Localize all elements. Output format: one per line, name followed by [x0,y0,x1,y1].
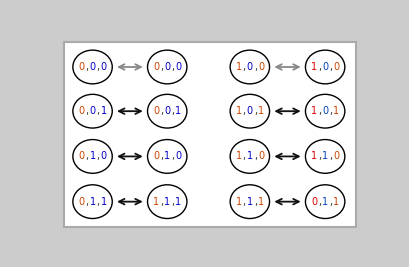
Text: 0: 0 [153,106,159,116]
Ellipse shape [305,140,344,173]
Text: 1: 1 [257,197,263,207]
Text: ,: , [171,106,174,116]
Ellipse shape [147,185,187,218]
Text: 1: 1 [310,62,316,72]
Text: ,: , [97,106,99,116]
Ellipse shape [229,140,269,173]
Text: 0: 0 [175,62,181,72]
Ellipse shape [229,94,269,128]
Text: ,: , [160,106,163,116]
Text: ,: , [85,197,88,207]
Text: 0: 0 [257,151,263,162]
Text: ,: , [97,151,99,162]
Text: 0: 0 [164,106,170,116]
Text: ,: , [85,151,88,162]
Text: ,: , [253,62,256,72]
Text: 1: 1 [235,197,241,207]
Ellipse shape [305,94,344,128]
Text: 0: 0 [310,197,316,207]
Text: ,: , [97,197,99,207]
Text: ,: , [317,197,320,207]
Text: ,: , [328,197,331,207]
Text: ,: , [242,62,245,72]
Text: 1: 1 [246,151,252,162]
Text: 1: 1 [100,197,106,207]
Text: 1: 1 [333,106,339,116]
Text: ,: , [85,106,88,116]
Text: 0: 0 [78,62,84,72]
Ellipse shape [305,185,344,218]
Text: ,: , [242,106,245,116]
Text: 1: 1 [89,197,95,207]
Text: ,: , [328,151,331,162]
Text: ,: , [171,62,174,72]
Text: ,: , [253,197,256,207]
Text: ,: , [242,151,245,162]
Text: 1: 1 [235,106,241,116]
Ellipse shape [73,185,112,218]
Text: ,: , [253,151,256,162]
Text: ,: , [160,197,163,207]
Text: 0: 0 [78,106,84,116]
Text: 0: 0 [321,106,328,116]
Text: 0: 0 [246,106,252,116]
Text: 0: 0 [100,62,106,72]
Ellipse shape [73,94,112,128]
FancyBboxPatch shape [64,42,355,227]
Text: 1: 1 [175,106,181,116]
Text: 0: 0 [100,151,106,162]
Text: 1: 1 [89,151,95,162]
Text: 1: 1 [153,197,159,207]
Ellipse shape [73,50,112,84]
Ellipse shape [229,50,269,84]
Text: 1: 1 [164,151,170,162]
Text: 1: 1 [164,197,170,207]
Text: 1: 1 [257,106,263,116]
Text: 1: 1 [100,106,106,116]
Ellipse shape [147,50,187,84]
Text: ,: , [171,151,174,162]
Ellipse shape [73,140,112,173]
Text: 1: 1 [333,197,339,207]
Ellipse shape [147,140,187,173]
Text: 1: 1 [175,197,181,207]
Text: ,: , [317,62,320,72]
Ellipse shape [147,94,187,128]
Text: 0: 0 [246,62,252,72]
Text: ,: , [317,151,320,162]
Text: ,: , [242,197,245,207]
Text: ,: , [171,197,174,207]
Text: 1: 1 [246,197,252,207]
Text: 1: 1 [321,151,328,162]
Text: ,: , [317,106,320,116]
Text: 1: 1 [235,151,241,162]
Text: 1: 1 [310,106,316,116]
Text: 1: 1 [310,151,316,162]
Text: 0: 0 [333,62,339,72]
Text: 0: 0 [153,62,159,72]
Text: 1: 1 [235,62,241,72]
Text: 0: 0 [78,151,84,162]
Text: 1: 1 [321,197,328,207]
Text: ,: , [253,106,256,116]
Text: ,: , [328,62,331,72]
Ellipse shape [229,185,269,218]
Text: 0: 0 [89,62,95,72]
Text: 0: 0 [321,62,328,72]
Text: 0: 0 [78,197,84,207]
Text: 0: 0 [175,151,181,162]
Text: ,: , [160,62,163,72]
Text: 0: 0 [153,151,159,162]
Text: ,: , [160,151,163,162]
Ellipse shape [305,50,344,84]
Text: 0: 0 [89,106,95,116]
Text: 0: 0 [333,151,339,162]
Text: 0: 0 [257,62,263,72]
Text: ,: , [97,62,99,72]
Text: 0: 0 [164,62,170,72]
Text: ,: , [328,106,331,116]
Text: ,: , [85,62,88,72]
